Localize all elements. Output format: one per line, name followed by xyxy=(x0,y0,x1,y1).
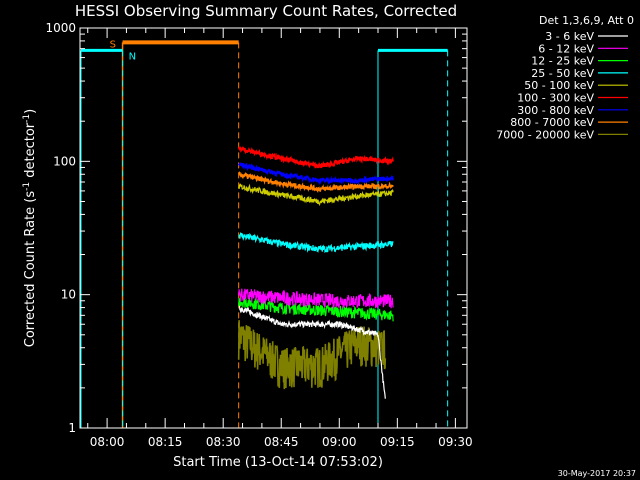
y-tick-label: 1 xyxy=(68,421,76,435)
y-tick-label: 100 xyxy=(53,154,76,168)
legend-title: Det 1,3,6,9, Att 0 xyxy=(539,14,634,27)
axis-layer: 1 10 100 1000 08:00 08:15 08:30 08:45 09:00 09:15… xyxy=(45,21,472,449)
series-line xyxy=(238,288,394,310)
x-tick-label: 09:30 xyxy=(438,435,473,449)
datestamp: 30-May-2017 20:37 xyxy=(558,469,636,478)
series-line xyxy=(237,320,387,390)
series-line xyxy=(238,171,394,194)
y-tick-label: 10 xyxy=(61,288,76,302)
x-tick-label: 08:45 xyxy=(264,435,299,449)
legend-label: 12 - 25 keV xyxy=(531,55,594,68)
annotation-s: S xyxy=(110,39,116,50)
legend-label: 7000 - 20000 keV xyxy=(496,128,594,141)
legend-label: 6 - 12 keV xyxy=(538,42,594,55)
x-tick-label: 09:15 xyxy=(380,435,415,449)
series-line xyxy=(238,183,394,207)
series-line xyxy=(237,145,394,169)
series-line xyxy=(238,232,394,254)
x-axis-label: Start Time (13-Oct-14 07:53:02) xyxy=(173,455,383,470)
y-axis-label-part3: ) xyxy=(23,109,38,114)
y-tick-label: 1000 xyxy=(45,21,76,35)
y-axis-label-sup1: -1 xyxy=(22,182,32,191)
legend-label: 300 - 800 keV xyxy=(517,104,594,117)
x-tick-label: 08:30 xyxy=(206,435,241,449)
x-tick-label: 09:00 xyxy=(322,435,357,449)
legend-label: 50 - 100 keV xyxy=(524,79,594,92)
y-axis-label: Corrected Count Rate (s-1 detector-1) xyxy=(22,109,38,347)
legend-label: 100 - 300 keV xyxy=(517,92,594,105)
series-line xyxy=(238,297,394,322)
annotation-n: N xyxy=(129,51,136,62)
legend-label: 25 - 50 keV xyxy=(531,67,594,80)
legend-label: 800 - 7000 keV xyxy=(510,116,594,129)
chart-title: HESSI Observing Summary Count Rates, Cor… xyxy=(75,2,457,20)
y-axis-label-sup2: -1 xyxy=(22,114,32,123)
y-axis-label-part2: detector xyxy=(23,122,38,182)
plot-frame xyxy=(79,27,468,429)
status-layer: SN xyxy=(80,39,449,428)
legend-label: 3 - 6 keV xyxy=(545,30,594,43)
series-line xyxy=(238,162,394,186)
x-tick-label: 08:15 xyxy=(148,435,183,449)
series-line xyxy=(238,303,386,399)
y-axis-label-part1: Corrected Count Rate (s xyxy=(23,191,38,348)
series-layer xyxy=(237,145,394,399)
x-tick-label: 08:00 xyxy=(90,435,125,449)
